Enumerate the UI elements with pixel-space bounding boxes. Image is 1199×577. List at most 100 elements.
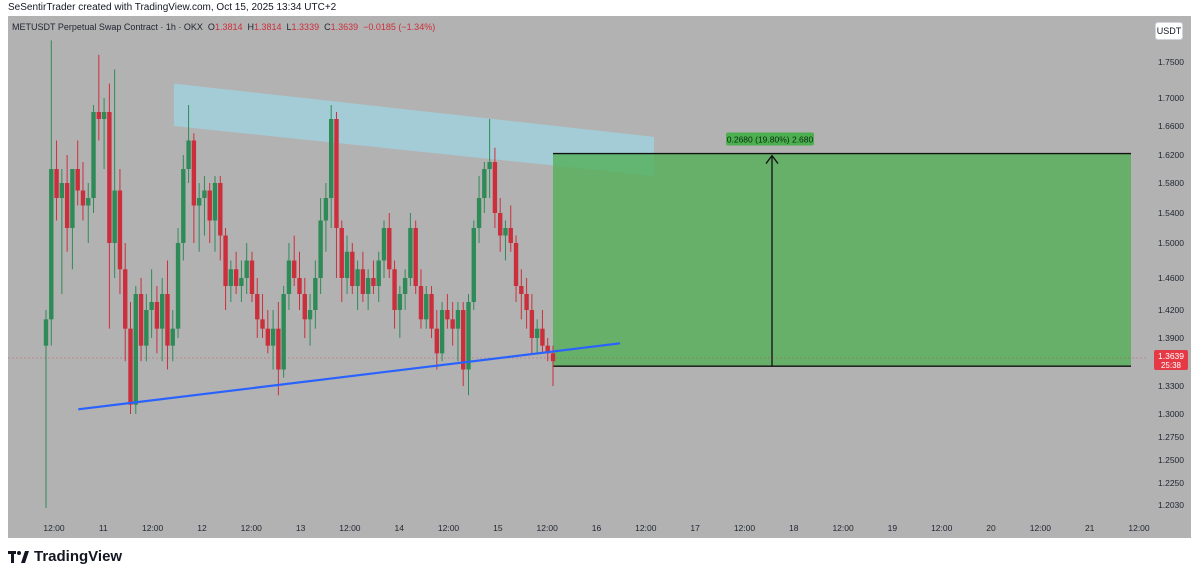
open-label: O [207, 22, 215, 32]
x-axis-tick-label: 12 [197, 523, 207, 533]
tradingview-logo[interactable]: TradingView [8, 548, 122, 565]
candle-body [387, 228, 392, 270]
y-axis-tick-label: 1.2250 [1158, 478, 1184, 488]
x-axis-tick-label: 12:00 [635, 523, 657, 533]
candle-body [482, 169, 487, 198]
y-axis-tick-label: 1.6200 [1158, 150, 1184, 160]
candle-body [450, 319, 455, 329]
y-axis-tick-label: 1.2750 [1158, 432, 1184, 442]
candle-body [260, 319, 265, 329]
candle-body [471, 228, 476, 302]
x-axis-tick-label: 12:00 [43, 523, 65, 533]
candle-body [519, 286, 524, 294]
candle-body [461, 310, 466, 370]
y-axis-tick-label: 1.5800 [1158, 178, 1184, 188]
x-axis-tick-label: 16 [592, 523, 602, 533]
candle-body [534, 328, 540, 338]
x-axis-tick-label: 12:00 [438, 523, 460, 533]
x-axis-tick-label: 14 [394, 523, 404, 533]
candle-body [64, 183, 70, 228]
candle-body [497, 213, 503, 236]
candle-body [91, 112, 96, 198]
x-axis-tick-label: 20 [986, 523, 996, 533]
x-axis-tick-label: 19 [888, 523, 898, 533]
target-zone [553, 153, 1131, 367]
candle-body [170, 328, 175, 346]
attribution-header: SeSentirTrader created with TradingView.… [8, 2, 337, 13]
candle-body [80, 190, 86, 206]
candlestick-chart[interactable]: 0.2680 (19.80%) 2.680 1.7500 1.7000 1.6600 1… [8, 16, 1191, 538]
y-axis-tick-label: 1.4200 [1158, 305, 1184, 315]
candle-body [402, 278, 408, 294]
x-axis-tick-label: 12:00 [1030, 523, 1052, 533]
candle-body [503, 228, 508, 236]
x-axis-tick-label: 12:00 [241, 523, 263, 533]
candle-body [297, 278, 302, 294]
candle-body [360, 269, 366, 294]
candle-body [54, 169, 59, 198]
candle-body [455, 310, 461, 329]
candle-body [223, 235, 228, 286]
x-axis-tick-label: 18 [789, 523, 799, 533]
candle-body [233, 269, 239, 286]
candle-body [286, 260, 292, 294]
candle-body [165, 294, 170, 346]
candle-body [492, 162, 498, 213]
chart-pane[interactable]: 0.2680 (19.80%) 2.680 1.7500 1.7000 1.6600 1… [8, 16, 1191, 538]
candle-body [70, 169, 75, 228]
candle-body [101, 112, 107, 119]
candle-body [318, 220, 323, 278]
candle-body [218, 183, 223, 236]
target-arrow-head [765, 154, 779, 164]
y-axis-tick-label: 1.5000 [1158, 238, 1184, 248]
tradingview-logo-icon [8, 550, 29, 563]
candle-body [339, 228, 344, 278]
last-price-label: 1.3639 [1158, 351, 1184, 361]
close-label: C [324, 22, 331, 32]
currency-button[interactable]: USDT [1155, 22, 1183, 40]
candle-body [424, 294, 429, 320]
support-trendline [78, 342, 621, 411]
candle-body [75, 169, 80, 191]
candle-body [43, 319, 49, 346]
candle-body [550, 353, 556, 362]
x-axis-tick-label: 12:00 [142, 523, 164, 533]
candle-body [445, 310, 450, 320]
candle-body [207, 190, 212, 221]
candle-body [392, 269, 397, 310]
candle-body [117, 190, 123, 270]
candle-body [228, 269, 234, 286]
candle-body [123, 269, 128, 329]
candle-body [133, 294, 138, 405]
candle-body [212, 183, 218, 221]
candle-body [128, 328, 133, 405]
candle-body [175, 243, 181, 329]
x-axis-tick-label: 21 [1085, 523, 1095, 533]
candle-body [418, 286, 424, 320]
symbol-legend: METUSDT Perpetual Swap Contract · 1h · O… [12, 22, 435, 32]
y-axis-tick-label: 1.6600 [1158, 121, 1184, 131]
candle-body [149, 302, 154, 310]
x-axis-tick-label: 12:00 [734, 523, 756, 533]
high-label: H [247, 22, 254, 32]
candle-body [249, 260, 255, 294]
symbol-name[interactable]: METUSDT Perpetual Swap Contract · 1h · O… [12, 22, 203, 32]
candle-body [96, 112, 102, 119]
candle-body [196, 198, 202, 206]
x-axis-tick-label: 12:00 [537, 523, 559, 533]
x-axis-tick-label: 13 [296, 523, 306, 533]
candle-body [112, 190, 117, 243]
candle-body [371, 278, 376, 286]
y-axis-tick-label: 1.4600 [1158, 273, 1184, 283]
candle-body [86, 198, 91, 206]
x-axis-tick-label: 17 [690, 523, 700, 533]
open-value: 1.3814 [214, 22, 243, 32]
candle-body [265, 328, 271, 346]
candle-body [476, 198, 482, 228]
candle-body [513, 243, 519, 286]
candle-body [186, 140, 191, 169]
x-axis-tick-label: 12:00 [339, 523, 361, 533]
candle-body [397, 294, 403, 310]
candle-body [508, 228, 513, 243]
candle-body [334, 119, 339, 228]
